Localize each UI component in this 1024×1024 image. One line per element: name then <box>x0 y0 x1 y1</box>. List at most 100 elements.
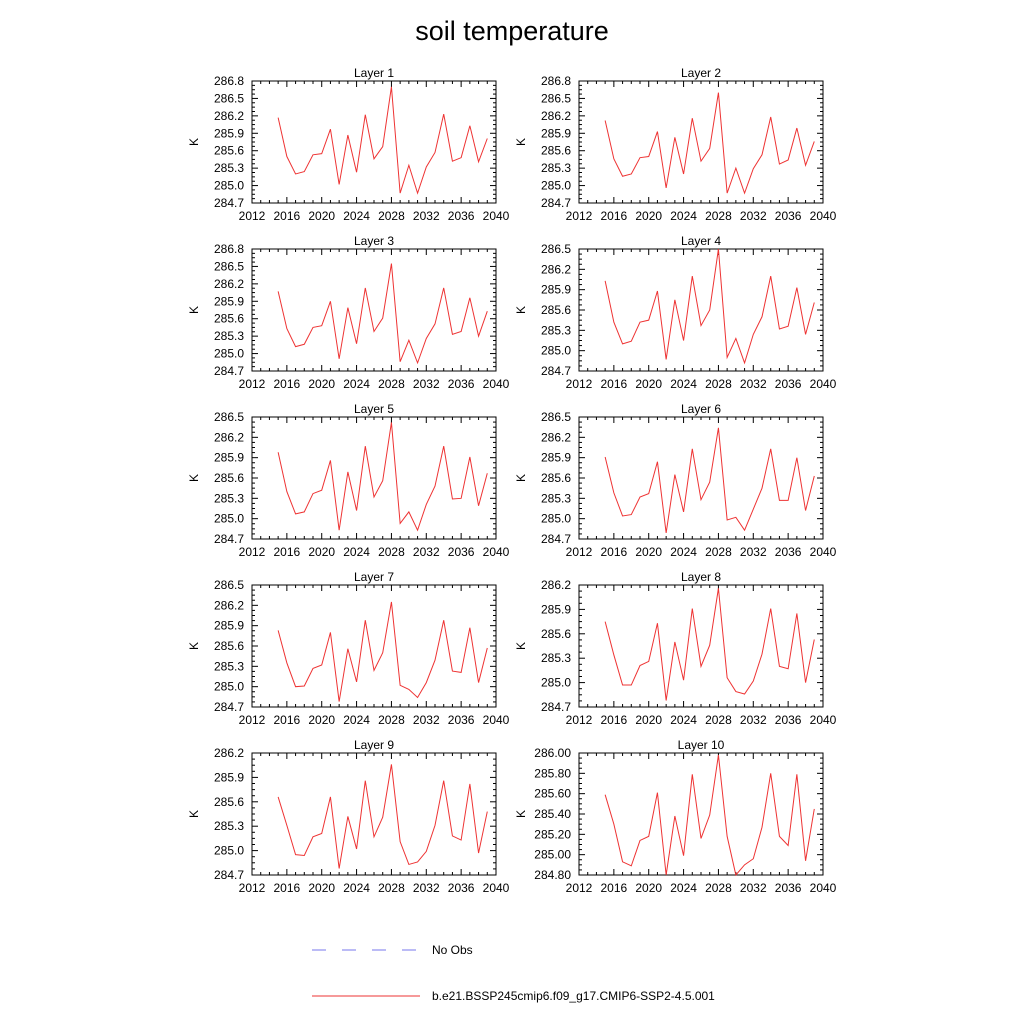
y-tick-label: 285.6 <box>541 144 571 158</box>
x-tick-label: 2028 <box>378 209 405 223</box>
x-tick-label: 2020 <box>308 545 335 559</box>
x-tick-label: 2036 <box>448 713 475 727</box>
x-tick-label: 2032 <box>413 209 440 223</box>
panel-title: Layer 4 <box>681 234 721 248</box>
x-tick-label: 2016 <box>274 713 301 727</box>
x-tick-label: 2016 <box>274 881 301 895</box>
y-tick-label: 285.0 <box>541 512 571 526</box>
x-tick-label: 2032 <box>413 545 440 559</box>
y-tick-label: 286.5 <box>541 410 571 424</box>
x-tick-label: 2032 <box>413 377 440 391</box>
x-tick-label: 2036 <box>775 377 802 391</box>
y-tick-label: 285.3 <box>541 161 571 175</box>
figure-title: soil temperature <box>415 16 609 46</box>
x-tick-label: 2012 <box>566 377 593 391</box>
x-tick-label: 2028 <box>705 545 732 559</box>
x-tick-label: 2012 <box>239 881 266 895</box>
x-tick-label: 2036 <box>775 713 802 727</box>
panel-layer-3: Layer 3 K 2012 2016 2020 2024 2028 2032 2036 2040… <box>187 234 510 391</box>
x-tick-label: 2012 <box>566 209 593 223</box>
y-tick-label: 285.9 <box>541 451 571 465</box>
y-tick-label: 285.80 <box>534 766 571 780</box>
panel-layer-5: Layer 5 K 2012 2016 2020 2024 2028 2032 2036 2040… <box>187 402 510 559</box>
y-tick-label: 285.60 <box>534 787 571 801</box>
x-tick-label: 2012 <box>239 377 266 391</box>
y-tick-label: 285.6 <box>214 471 244 485</box>
x-tick-label: 2028 <box>378 881 405 895</box>
legend-label-no-obs: No Obs <box>432 943 473 957</box>
x-tick-label: 2024 <box>670 545 697 559</box>
y-axis-label: K <box>187 810 201 818</box>
y-axis-label: K <box>187 642 201 650</box>
x-tick-label: 2024 <box>343 881 370 895</box>
y-axis-label: K <box>514 474 528 482</box>
panel-layer-4: Layer 4 K 2012 2016 2020 2024 2028 2032 2036 2040… <box>514 234 837 391</box>
y-tick-label: 285.3 <box>214 491 244 505</box>
x-tick-label: 2028 <box>378 713 405 727</box>
x-tick-label: 2012 <box>566 545 593 559</box>
series-line-layer-2 <box>604 92 815 195</box>
y-tick-label: 285.0 <box>214 680 244 694</box>
panel-layer-2: Layer 2 K 2012 2016 2020 2024 2028 2032 2036 2040… <box>514 66 837 223</box>
y-tick-label: 285.6 <box>541 303 571 317</box>
x-tick-label: 2020 <box>308 713 335 727</box>
panel-layer-7: Layer 7 K 2012 2016 2020 2024 2028 2032 2036 2040… <box>187 570 510 727</box>
legend: No Obs b.e21.BSSP245cmip6.f09_g17.CMIP6-… <box>312 943 715 1003</box>
x-tick-label: 2028 <box>705 881 732 895</box>
y-axis-label: K <box>187 474 201 482</box>
plot-frame <box>251 584 497 708</box>
y-tick-label: 284.80 <box>534 868 571 882</box>
y-tick-label: 284.7 <box>541 700 571 714</box>
panel-layer-10: Layer 10 K 2012 2016 2020 2024 2028 2032 2036 204… <box>514 738 837 895</box>
x-tick-label: 2024 <box>343 545 370 559</box>
y-axis-label: K <box>514 642 528 650</box>
y-tick-label: 286.2 <box>541 109 571 123</box>
x-tick-label: 2036 <box>448 881 475 895</box>
panel-title: Layer 5 <box>354 402 394 416</box>
x-tick-label: 2012 <box>239 713 266 727</box>
x-tick-label: 2028 <box>705 713 732 727</box>
y-tick-label: 285.3 <box>214 819 244 833</box>
plot-frame <box>578 752 824 876</box>
x-tick-label: 2020 <box>635 713 662 727</box>
x-tick-label: 2036 <box>775 209 802 223</box>
y-tick-label: 286.2 <box>541 262 571 276</box>
x-tick-label: 2024 <box>343 209 370 223</box>
x-tick-label: 2040 <box>483 881 510 895</box>
y-tick-label: 286.2 <box>214 746 244 760</box>
y-tick-label: 285.9 <box>214 770 244 784</box>
x-tick-label: 2016 <box>601 377 628 391</box>
x-tick-label: 2024 <box>670 713 697 727</box>
x-tick-label: 2032 <box>740 209 767 223</box>
y-tick-label: 285.6 <box>214 795 244 809</box>
series-line-layer-8 <box>604 588 815 701</box>
y-tick-label: 286.2 <box>214 109 244 123</box>
y-axis-label: K <box>514 810 528 818</box>
series-line-layer-9 <box>277 764 488 869</box>
panel-layer-1: Layer 1 K 2012 2016 2020 2024 2028 2032 2036 2040… <box>187 66 510 223</box>
y-tick-label: 284.7 <box>214 364 244 378</box>
panel-title: Layer 7 <box>354 570 394 584</box>
y-tick-label: 285.9 <box>541 602 571 616</box>
legend-item-model-run: b.e21.BSSP245cmip6.f09_g17.CMIP6-SSP2-4.… <box>312 989 715 1003</box>
y-axis-label: K <box>187 138 201 146</box>
y-tick-label: 285.6 <box>541 471 571 485</box>
x-tick-label: 2040 <box>810 881 837 895</box>
y-tick-label: 284.7 <box>214 868 244 882</box>
y-tick-label: 286.5 <box>541 242 571 256</box>
y-tick-label: 284.7 <box>214 700 244 714</box>
panel-layer-8: Layer 8 K 2012 2016 2020 2024 2028 2032 2036 2040… <box>514 570 837 727</box>
series-line-layer-1 <box>277 86 488 195</box>
y-tick-label: 284.7 <box>214 532 244 546</box>
x-tick-label: 2012 <box>566 713 593 727</box>
panel-layer-6: Layer 6 K 2012 2016 2020 2024 2028 2032 2036 2040… <box>514 402 837 559</box>
panel-title: Layer 10 <box>678 738 725 752</box>
y-tick-label: 284.7 <box>541 532 571 546</box>
panels: Layer 1 K 2012 2016 2020 2024 2028 2032 2036 2040… <box>187 66 837 895</box>
x-tick-label: 2040 <box>483 713 510 727</box>
series-line-layer-10 <box>604 754 815 877</box>
y-tick-label: 285.3 <box>541 651 571 665</box>
x-tick-label: 2016 <box>274 209 301 223</box>
y-tick-label: 285.0 <box>541 344 571 358</box>
panel-title: Layer 3 <box>354 234 394 248</box>
